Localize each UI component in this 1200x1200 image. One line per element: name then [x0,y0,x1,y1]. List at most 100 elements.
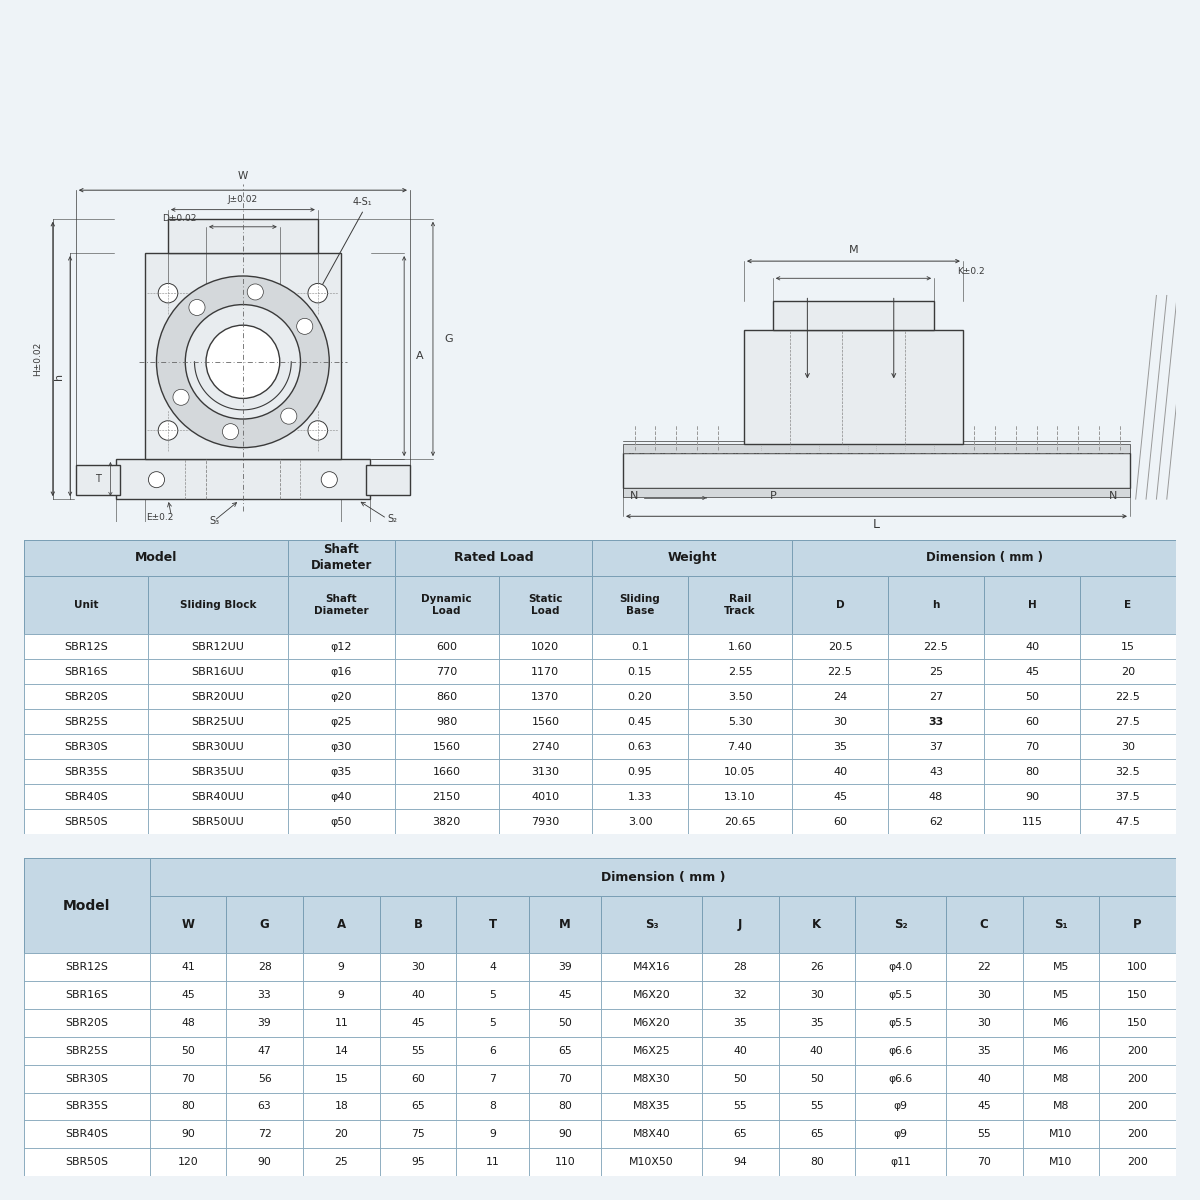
Bar [168,218,318,253]
Text: 0.63: 0.63 [628,742,653,751]
Text: 90: 90 [1025,792,1039,802]
Circle shape [206,325,280,398]
Bar [1099,1148,1176,1176]
Text: SBR35S: SBR35S [64,767,108,776]
Text: Dimension ( mm ): Dimension ( mm ) [925,551,1043,564]
Bar [148,760,288,784]
Text: M10X50: M10X50 [629,1157,674,1168]
Text: D±0.02: D±0.02 [162,215,197,223]
Text: φ35: φ35 [331,767,352,776]
Bar [148,784,288,809]
Text: 30: 30 [810,990,824,1000]
Bar [601,1037,702,1064]
Text: 7.40: 7.40 [727,742,752,751]
Bar [116,460,370,499]
Bar [24,809,148,834]
Text: 50: 50 [733,1074,748,1084]
Text: 22.5: 22.5 [1116,691,1140,702]
Text: φ30: φ30 [331,742,352,751]
Text: 50: 50 [181,1045,194,1056]
Bar [148,684,288,709]
Text: Static
Load: Static Load [528,594,563,616]
Bar [227,896,302,953]
Text: 40: 40 [412,990,425,1000]
Text: 80: 80 [1025,767,1039,776]
Text: 20.65: 20.65 [724,816,756,827]
Bar [379,1121,456,1148]
Bar [856,1148,946,1176]
Bar [24,1121,150,1148]
Circle shape [308,283,328,302]
Text: 1560: 1560 [433,742,461,751]
Bar [779,896,856,953]
Text: 115: 115 [1021,816,1043,827]
Bar [379,1064,456,1092]
Text: 90: 90 [258,1157,271,1168]
Bar [499,634,592,659]
Bar [744,330,962,444]
Text: 50: 50 [810,1074,824,1084]
Text: 2150: 2150 [433,792,461,802]
Bar [792,659,888,684]
Text: 20: 20 [335,1129,348,1139]
Text: 65: 65 [558,1045,572,1056]
Bar [946,1092,1022,1121]
Bar [888,734,984,760]
Text: 1020: 1020 [532,642,559,652]
Text: 39: 39 [558,962,572,972]
Bar [227,982,302,1009]
Text: 7: 7 [490,1074,496,1084]
Text: SBR35UU: SBR35UU [192,767,245,776]
Text: 18: 18 [335,1102,348,1111]
Bar [1099,1009,1176,1037]
Bar [227,1092,302,1121]
Text: 200: 200 [1127,1157,1148,1168]
Bar [302,1121,379,1148]
Text: 55: 55 [412,1045,425,1056]
Bar [379,982,456,1009]
Text: φ16: φ16 [331,666,352,677]
Text: W: W [181,918,194,931]
Text: 70: 70 [558,1074,572,1084]
Bar [456,953,529,982]
Text: 1170: 1170 [532,666,559,677]
Bar [1022,896,1099,953]
Bar [688,684,792,709]
Text: φ20: φ20 [330,691,352,702]
Bar [288,634,395,659]
Bar [779,1092,856,1121]
Text: M8: M8 [1052,1102,1069,1111]
Text: 22.5: 22.5 [924,642,948,652]
Bar [984,659,1080,684]
Bar [395,784,499,809]
Text: 35: 35 [833,742,847,751]
Text: 60: 60 [412,1074,425,1084]
Text: SBR25S: SBR25S [65,1045,108,1056]
Text: M10: M10 [1049,1157,1073,1168]
Bar [529,1092,601,1121]
Text: S₂: S₂ [894,918,907,931]
Bar [946,1009,1022,1037]
Text: M8X35: M8X35 [632,1102,671,1111]
Bar [227,1037,302,1064]
Bar [856,1092,946,1121]
Text: N: N [630,491,638,502]
Bar [24,760,148,784]
Text: 200: 200 [1127,1129,1148,1139]
Bar [456,1121,529,1148]
Bar [24,982,150,1009]
Bar [592,784,688,809]
Text: 2.55: 2.55 [727,666,752,677]
Text: 4: 4 [490,962,496,972]
Text: SBR50UU: SBR50UU [192,816,245,827]
Text: 30: 30 [977,990,991,1000]
Text: φ50: φ50 [331,816,352,827]
Text: SBR25UU: SBR25UU [192,716,245,726]
Text: 14: 14 [335,1045,348,1056]
Bar [984,634,1080,659]
Bar [529,1121,601,1148]
Bar [529,896,601,953]
Bar [984,684,1080,709]
Text: M6X25: M6X25 [632,1045,671,1056]
Text: φ4.0: φ4.0 [888,962,913,972]
